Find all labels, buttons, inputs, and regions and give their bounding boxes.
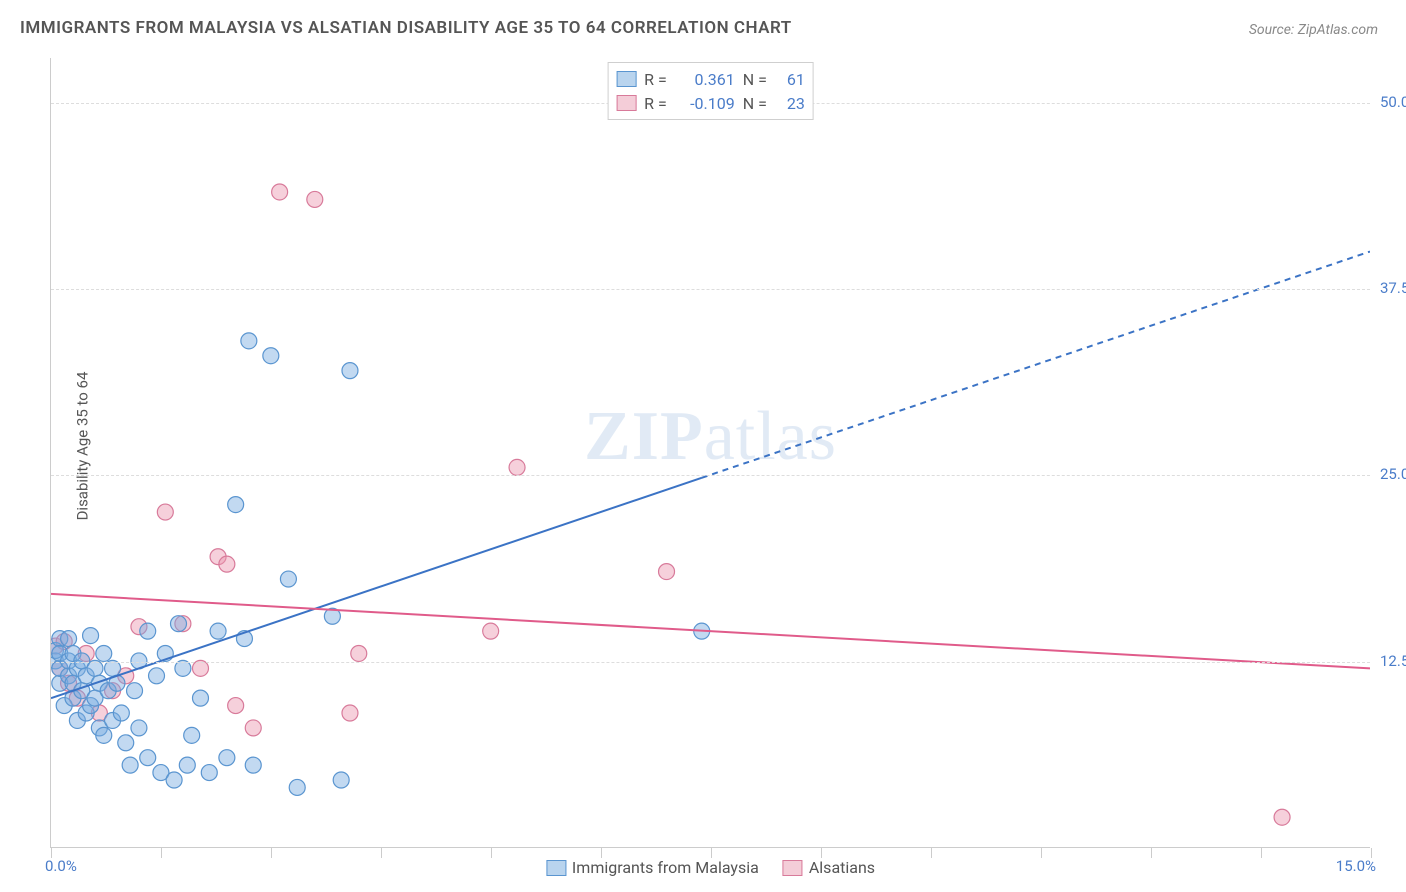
x-tick <box>381 848 382 858</box>
y-tick-label: 37.5% <box>1380 279 1406 297</box>
swatch-series2 <box>616 95 636 111</box>
gridline <box>51 475 1370 476</box>
stat-r-label: R = <box>644 70 667 89</box>
stat-r-value-1: 0.361 <box>675 70 735 89</box>
y-tick-label: 25.0% <box>1380 465 1406 483</box>
chart-plot-area: ZIPatlas 12.5%25.0%37.5%50.0% 0.0% 15.0%… <box>50 58 1370 848</box>
legend-swatch-2 <box>783 860 803 876</box>
legend-item-series1: Immigrants from Malaysia <box>546 858 759 877</box>
legend-label-1: Immigrants from Malaysia <box>572 858 759 877</box>
stat-n-value-1: 61 <box>775 70 805 89</box>
chart-title: IMMIGRANTS FROM MALAYSIA VS ALSATIAN DIS… <box>20 18 792 38</box>
scatter-plot-svg <box>51 58 1370 847</box>
x-axis-max-label: 15.0% <box>1336 857 1376 875</box>
x-tick <box>821 848 822 858</box>
bottom-legend: Immigrants from Malaysia Alsatians <box>546 858 875 877</box>
legend-item-series2: Alsatians <box>783 858 875 877</box>
x-axis-min-label: 0.0% <box>45 857 77 875</box>
stat-n-label: N = <box>743 94 767 113</box>
legend-swatch-1 <box>546 860 566 876</box>
stat-r-label: R = <box>644 94 667 113</box>
gridline <box>51 289 1370 290</box>
x-tick <box>601 848 602 858</box>
gridline <box>51 662 1370 663</box>
correlation-stats-box: R = 0.361 N = 61 R = -0.109 N = 23 <box>607 62 814 120</box>
x-tick <box>1261 848 1262 858</box>
stat-r-value-2: -0.109 <box>675 94 735 113</box>
legend-label-2: Alsatians <box>809 858 875 877</box>
y-tick-label: 12.5% <box>1380 652 1406 670</box>
x-tick <box>931 848 932 858</box>
x-tick <box>711 848 712 858</box>
x-tick <box>271 848 272 858</box>
stat-n-value-2: 23 <box>775 94 805 113</box>
y-tick-label: 50.0% <box>1380 93 1406 111</box>
x-tick <box>1151 848 1152 858</box>
source-attribution: Source: ZipAtlas.com <box>1249 22 1378 38</box>
swatch-series1 <box>616 71 636 87</box>
stats-row-series1: R = 0.361 N = 61 <box>616 67 805 91</box>
x-tick <box>491 848 492 858</box>
stat-n-label: N = <box>743 70 767 89</box>
stats-row-series2: R = -0.109 N = 23 <box>616 91 805 115</box>
chart-container: IMMIGRANTS FROM MALAYSIA VS ALSATIAN DIS… <box>0 0 1406 892</box>
x-tick <box>1041 848 1042 858</box>
x-tick <box>161 848 162 858</box>
